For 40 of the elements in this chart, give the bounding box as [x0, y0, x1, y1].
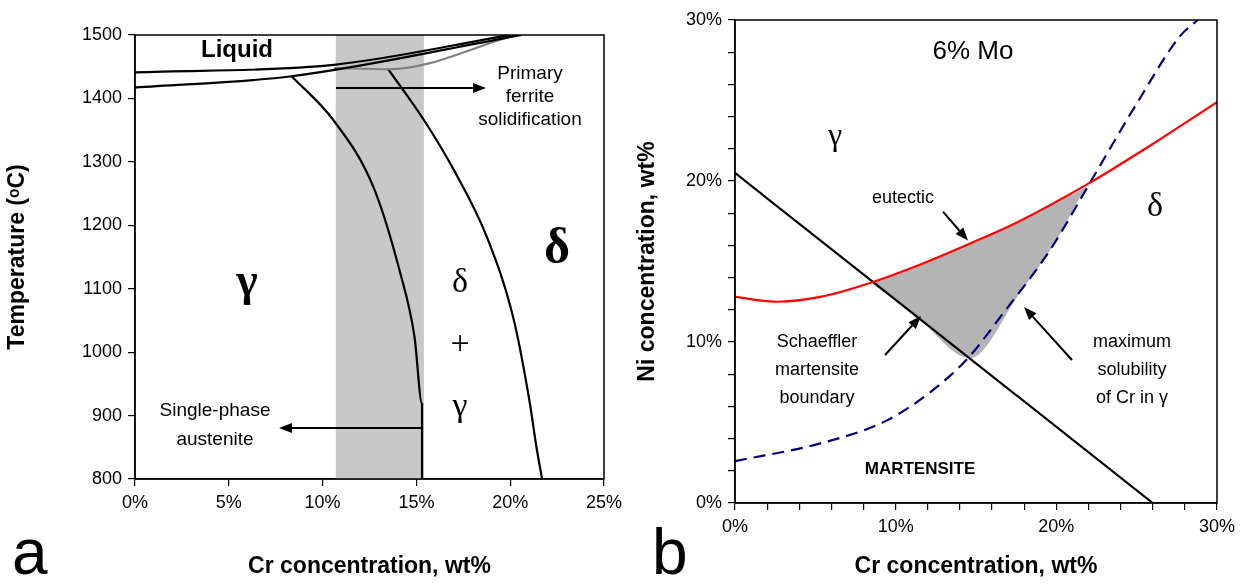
annotation: γ: [826, 116, 843, 153]
y-tick-label: 900: [91, 404, 122, 425]
annotation: δ: [1146, 185, 1164, 223]
annotation: Single-phase austenite: [159, 398, 271, 449]
x-tick-label: 0%: [721, 515, 749, 536]
annotation: γ: [235, 253, 258, 305]
annotation: δ: [544, 217, 570, 274]
annotation: 6% Mo: [932, 35, 1014, 66]
x-tick-label: 10%: [304, 491, 341, 512]
x-tick-label: 5%: [215, 491, 242, 512]
annotation: Schaeffler martensite boundary: [774, 330, 860, 407]
text: a: [12, 516, 48, 584]
x-tick-label: 20%: [492, 491, 529, 512]
x-axis-title: Cr concentration, wt%: [248, 551, 491, 578]
y-tick-label: 1300: [81, 150, 122, 171]
annotation: δ + γ: [450, 261, 470, 423]
y-tick-label: 30%: [685, 8, 722, 29]
y-tick-label: 1100: [83, 277, 122, 298]
x-tick-label: 25%: [585, 491, 623, 512]
y-tick-label: 800: [91, 467, 122, 488]
annotation: maximum solubility of Cr in γ: [1092, 330, 1172, 407]
y-tick-label: 10%: [685, 330, 722, 351]
annotation: MARTENSITE: [864, 458, 976, 478]
y-tick-label: 1400: [81, 87, 122, 108]
y-axis-title: Temperature (ᵒC): [3, 164, 30, 350]
annotation: eutectic: [871, 186, 934, 207]
y-tick-label: 1000: [81, 341, 122, 362]
y-tick-label: 1500: [81, 23, 122, 44]
y-tick-label: 1200: [81, 214, 122, 235]
annotation: Liquid: [201, 34, 273, 62]
x-tick-label: 20%: [1038, 515, 1075, 536]
x-axis-title: Cr concentration, wt%: [854, 551, 1098, 578]
x-tick-label: 10%: [877, 515, 914, 536]
text: b: [652, 516, 688, 584]
y-axis-title: Ni concentration, wt%: [633, 141, 660, 382]
x-tick-label: 0%: [121, 491, 149, 512]
y-tick-label: 20%: [685, 169, 722, 190]
annotation: Primary ferrite solidification: [478, 62, 582, 130]
x-tick-label: 15%: [398, 491, 435, 512]
x-tick-label: 30%: [1198, 515, 1236, 536]
